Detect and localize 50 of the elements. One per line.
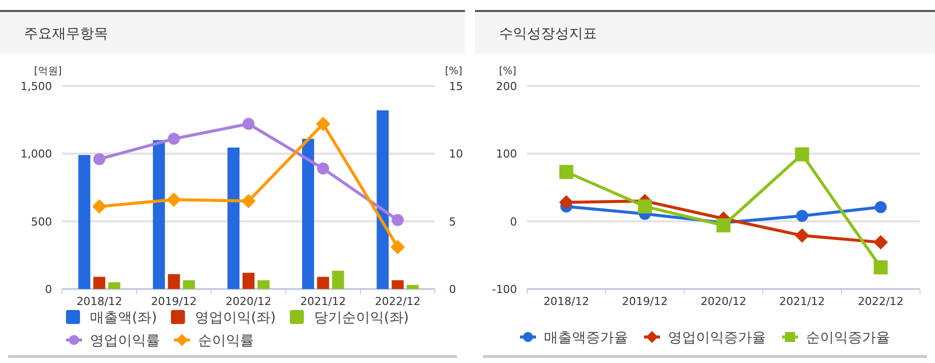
y-tick-label: -100 xyxy=(492,283,517,296)
x-tick-label: 2020/12 xyxy=(700,295,746,308)
bar xyxy=(182,280,195,289)
legend-label: 순이익률 xyxy=(198,333,254,349)
chart-title: 주요재무항목 xyxy=(24,26,108,42)
bar xyxy=(152,140,165,289)
y2-tick-label: 15 xyxy=(449,80,463,93)
x-tick-label: 2018/12 xyxy=(76,295,122,308)
bar xyxy=(242,272,254,289)
x-tick-label: 2021/12 xyxy=(300,295,346,308)
bar xyxy=(376,110,389,289)
legend-label: 영업이익증가율 xyxy=(668,330,766,346)
y-axis-title: [%] xyxy=(499,66,516,77)
bar xyxy=(78,155,90,289)
y-tick-label: 0 xyxy=(510,215,517,228)
bar xyxy=(317,276,330,289)
x-tick-label: 2019/12 xyxy=(622,295,668,308)
y2-tick-label: 10 xyxy=(449,148,463,161)
bar xyxy=(392,280,404,289)
y2-tick-label: 0 xyxy=(449,283,456,296)
y-tick-label: 0 xyxy=(45,283,52,296)
bar xyxy=(406,284,419,289)
bar xyxy=(108,282,120,289)
y-axis-title: [억원] xyxy=(34,66,62,77)
x-tick-label: 2018/12 xyxy=(543,295,590,308)
legend-label: 영업이익률 xyxy=(90,333,160,349)
x-tick-label: 2021/12 xyxy=(779,295,825,308)
y2-axis-title: [%] xyxy=(445,66,462,77)
legend-label: 당기순이익(좌) xyxy=(314,310,409,326)
legend-label: 매출액(좌) xyxy=(90,310,157,326)
bar xyxy=(302,138,314,289)
y-tick-label: 100 xyxy=(496,148,517,161)
y2-tick-label: 5 xyxy=(449,215,456,228)
x-tick-label: 2019/12 xyxy=(151,295,197,308)
x-tick-label: 2022/12 xyxy=(858,295,904,308)
y-tick-label: 200 xyxy=(496,80,517,93)
x-tick-label: 2020/12 xyxy=(226,295,272,308)
legend-label: 매출액증가율 xyxy=(544,330,628,346)
legend-label: 영업이익(좌) xyxy=(194,310,276,326)
bar xyxy=(228,148,240,289)
y-tick-label: 1,500 xyxy=(20,80,52,93)
x-tick-label: 2022/12 xyxy=(374,295,421,308)
bar xyxy=(258,280,270,289)
bar xyxy=(168,274,180,289)
legend-label: 순이익증가율 xyxy=(806,330,890,346)
y-tick-label: 1,000 xyxy=(20,148,52,161)
bar xyxy=(93,276,106,289)
y-tick-label: 500 xyxy=(31,215,52,228)
bar xyxy=(332,270,344,289)
chart-title: 수익성장성지표 xyxy=(499,26,597,42)
